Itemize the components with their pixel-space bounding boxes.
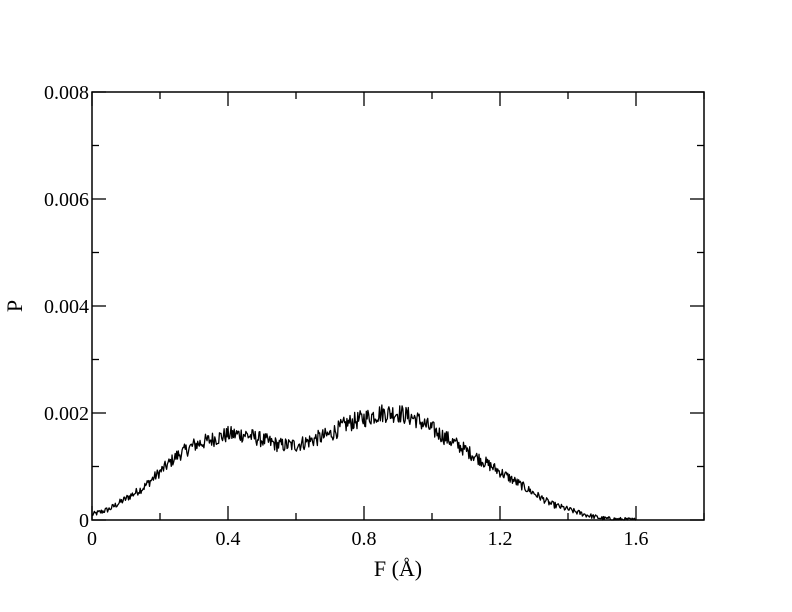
x-tick-label: 0.4 [216,528,241,550]
y-tick-label: 0 [79,510,89,532]
y-tick-label: 0.006 [44,189,89,211]
plot-frame [91,91,705,521]
y-tick-label: 0.002 [44,403,89,425]
y-axis-label: P [2,300,27,312]
y-tick-labels: 0 0.002 0.004 0.006 0.008 [44,82,89,532]
series-line [91,404,636,521]
x-axis-label: F (Å) [374,556,422,581]
x-tick-label: 1.6 [624,528,649,550]
x-tick-labels: 0 0.4 0.8 1.2 1.6 [87,528,649,550]
y-tick-label: 0.008 [44,82,89,104]
x-tick-label: 0.8 [352,528,377,550]
x-tick-label: 1.2 [488,528,513,550]
y-tick-label: 0.004 [44,296,89,318]
x-tick-label: 0 [87,528,97,550]
axis-ticks [91,91,705,521]
